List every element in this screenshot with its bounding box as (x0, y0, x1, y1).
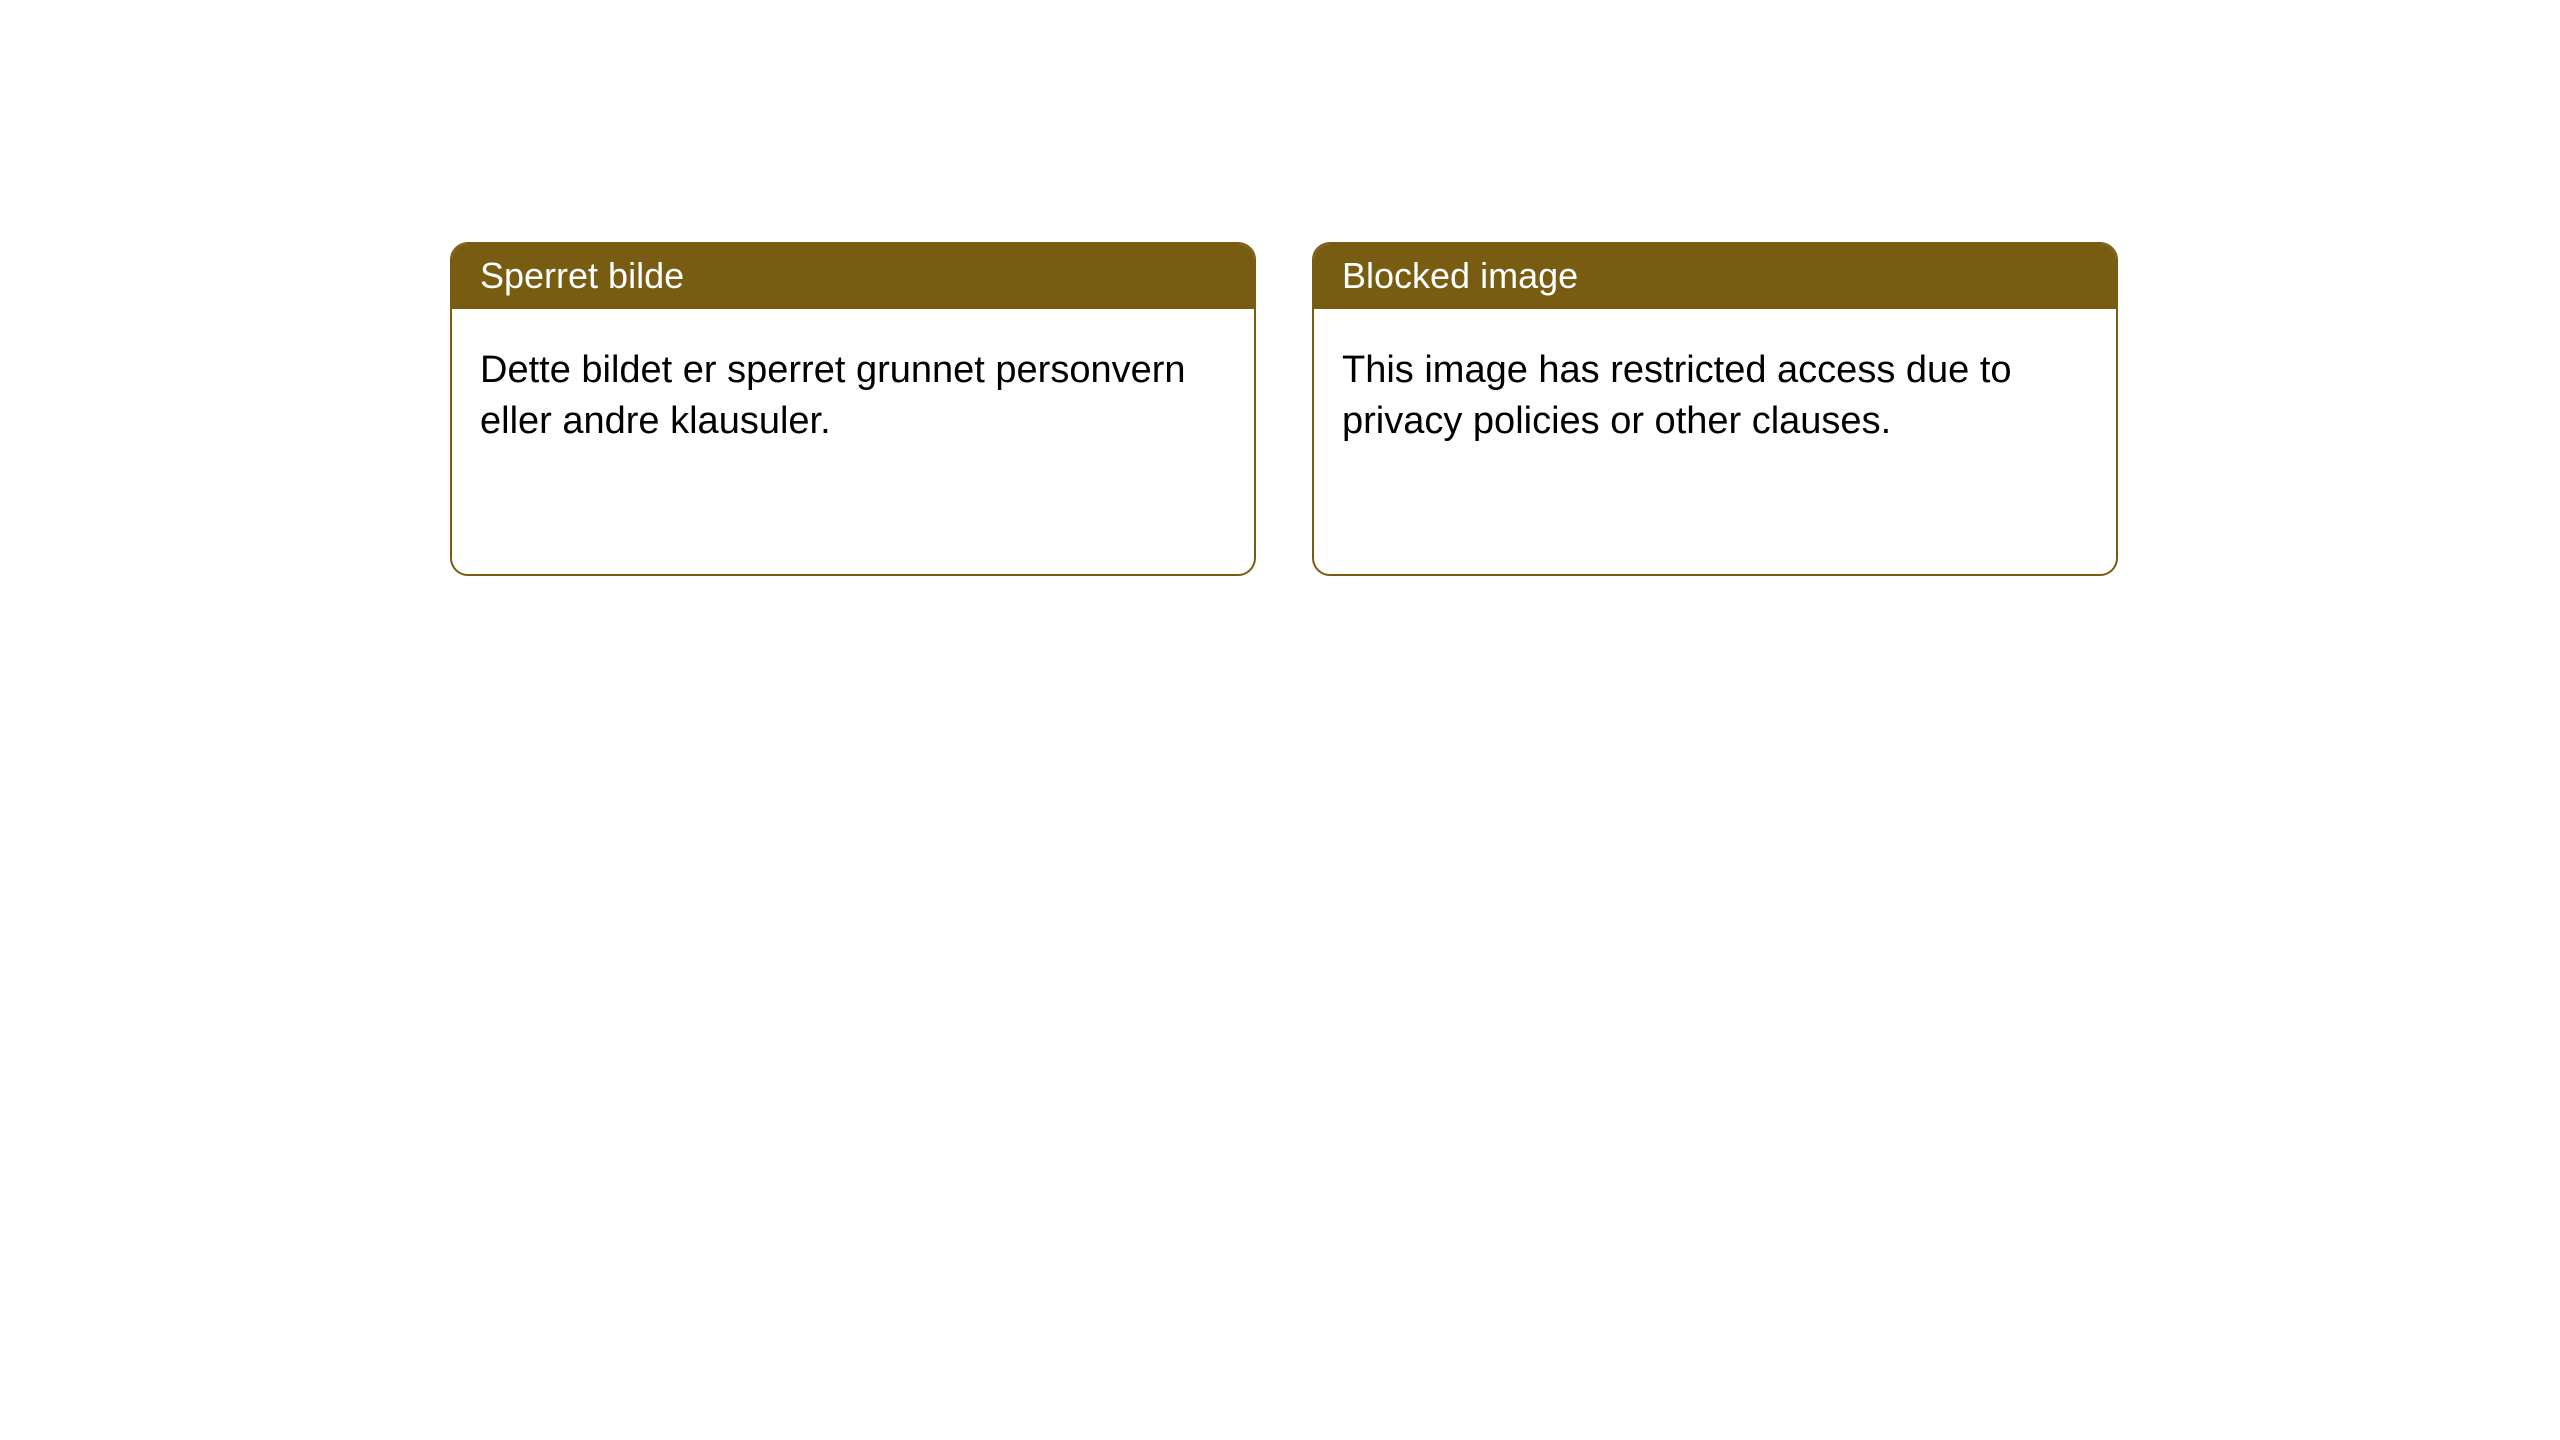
card-title: Sperret bilde (480, 255, 684, 296)
notice-cards-container: Sperret bilde Dette bildet er sperret gr… (0, 0, 2560, 576)
card-header: Sperret bilde (452, 244, 1254, 309)
card-body: Dette bildet er sperret grunnet personve… (452, 309, 1254, 476)
card-header: Blocked image (1314, 244, 2116, 309)
card-body-text: This image has restricted access due to … (1342, 349, 2012, 442)
card-body: This image has restricted access due to … (1314, 309, 2116, 476)
card-title: Blocked image (1342, 255, 1578, 296)
notice-card-norwegian: Sperret bilde Dette bildet er sperret gr… (450, 242, 1256, 576)
notice-card-english: Blocked image This image has restricted … (1312, 242, 2118, 576)
card-body-text: Dette bildet er sperret grunnet personve… (480, 349, 1186, 442)
